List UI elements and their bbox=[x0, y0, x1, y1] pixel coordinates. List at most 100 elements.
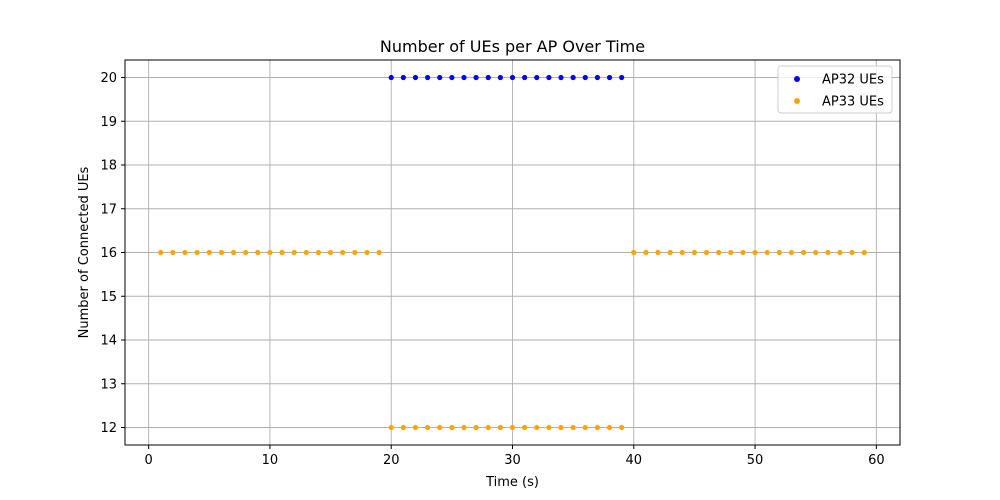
data-point-ap33-ues bbox=[194, 249, 200, 256]
x-axis-label: Time (s) bbox=[485, 475, 539, 490]
x-tick-label: 60 bbox=[868, 453, 885, 468]
data-point-ap33-ues bbox=[582, 424, 588, 431]
data-point-ap33-ues bbox=[497, 424, 503, 431]
data-point-ap32-ues bbox=[388, 74, 394, 81]
data-point-ap33-ues bbox=[291, 249, 297, 256]
data-point-ap33-ues bbox=[340, 249, 346, 256]
data-point-ap33-ues bbox=[352, 249, 358, 256]
data-point-ap33-ues bbox=[376, 249, 382, 256]
data-point-ap33-ues bbox=[461, 424, 467, 431]
legend: AP32 UEs AP33 UEs bbox=[777, 65, 893, 114]
x-tick-label: 50 bbox=[747, 453, 764, 468]
data-point-ap33-ues bbox=[740, 249, 746, 256]
data-points bbox=[158, 74, 867, 431]
data-point-ap32-ues bbox=[558, 74, 564, 81]
legend-box bbox=[777, 65, 893, 114]
data-point-ap33-ues bbox=[728, 249, 734, 256]
data-point-ap33-ues bbox=[546, 424, 552, 431]
data-point-ap33-ues bbox=[776, 249, 782, 256]
data-point-ap33-ues bbox=[594, 424, 600, 431]
chart-title: Number of UEs per AP Over Time bbox=[380, 37, 645, 56]
data-point-ap32-ues bbox=[437, 74, 443, 81]
y-tick-label: 15 bbox=[100, 290, 117, 305]
legend-label-ap32: AP32 UEs bbox=[822, 73, 884, 88]
grid-lines bbox=[125, 60, 900, 445]
data-point-ap33-ues bbox=[679, 249, 685, 256]
data-point-ap32-ues bbox=[522, 74, 528, 81]
data-point-ap33-ues bbox=[388, 424, 394, 431]
data-point-ap33-ues bbox=[788, 249, 795, 256]
y-axis-ticks: 12 13 14 15 16 17 18 19 20 bbox=[100, 71, 125, 436]
data-point-ap33-ues bbox=[315, 249, 322, 256]
data-point-ap33-ues bbox=[267, 249, 273, 256]
data-point-ap33-ues bbox=[449, 424, 455, 431]
data-point-ap32-ues bbox=[485, 74, 491, 81]
data-point-ap33-ues bbox=[400, 424, 406, 431]
y-tick-label: 17 bbox=[100, 202, 117, 217]
data-point-ap33-ues bbox=[182, 249, 188, 256]
x-tick-label: 30 bbox=[504, 453, 521, 468]
data-point-ap33-ues bbox=[691, 249, 698, 256]
data-point-ap33-ues bbox=[158, 249, 164, 256]
data-point-ap32-ues bbox=[570, 74, 576, 81]
data-point-ap33-ues bbox=[255, 249, 261, 256]
data-point-ap33-ues bbox=[643, 249, 649, 256]
data-point-ap32-ues bbox=[449, 74, 455, 81]
data-point-ap33-ues bbox=[473, 424, 479, 431]
data-point-ap33-ues bbox=[534, 424, 540, 431]
y-tick-label: 13 bbox=[100, 377, 117, 392]
data-point-ap33-ues bbox=[849, 249, 855, 256]
data-point-ap33-ues bbox=[813, 249, 819, 256]
data-point-ap32-ues bbox=[546, 74, 552, 81]
data-point-ap33-ues bbox=[509, 424, 516, 431]
data-point-ap33-ues bbox=[764, 249, 770, 256]
data-point-ap33-ues bbox=[522, 424, 528, 431]
y-axis-label: Number of Connected UEs bbox=[77, 166, 92, 338]
legend-marker-ap32 bbox=[794, 76, 800, 82]
data-point-ap33-ues bbox=[716, 249, 722, 256]
data-point-ap32-ues bbox=[400, 74, 406, 81]
y-tick-label: 18 bbox=[100, 159, 117, 174]
data-point-ap33-ues bbox=[570, 424, 576, 431]
data-point-ap33-ues bbox=[170, 249, 176, 256]
y-tick-label: 19 bbox=[100, 115, 117, 130]
x-tick-label: 0 bbox=[145, 453, 153, 468]
data-point-ap33-ues bbox=[437, 424, 443, 431]
data-point-ap32-ues bbox=[473, 74, 479, 81]
data-point-ap33-ues bbox=[364, 249, 370, 256]
data-point-ap32-ues bbox=[594, 74, 600, 81]
plot-frame bbox=[124, 59, 901, 446]
data-point-ap33-ues bbox=[861, 249, 867, 256]
data-point-ap33-ues bbox=[243, 249, 249, 256]
y-tick-label: 12 bbox=[100, 421, 117, 436]
x-tick-label: 40 bbox=[626, 453, 643, 468]
data-point-ap32-ues bbox=[606, 74, 613, 81]
data-point-ap33-ues bbox=[303, 249, 309, 256]
data-point-ap33-ues bbox=[655, 249, 661, 256]
data-point-ap33-ues bbox=[752, 249, 758, 256]
data-point-ap33-ues bbox=[279, 249, 285, 256]
data-point-ap33-ues bbox=[631, 249, 637, 256]
data-point-ap33-ues bbox=[606, 424, 613, 431]
x-tick-label: 20 bbox=[383, 453, 400, 468]
data-point-ap32-ues bbox=[619, 74, 625, 81]
data-point-ap33-ues bbox=[703, 249, 710, 256]
x-tick-label: 10 bbox=[262, 453, 279, 468]
data-point-ap33-ues bbox=[412, 424, 419, 431]
data-point-ap32-ues bbox=[534, 74, 540, 81]
data-point-ap33-ues bbox=[667, 249, 673, 256]
legend-label-ap33: AP33 UEs bbox=[822, 95, 884, 110]
data-point-ap32-ues bbox=[497, 74, 503, 81]
y-tick-label: 14 bbox=[100, 334, 117, 349]
data-point-ap33-ues bbox=[825, 249, 831, 256]
data-point-ap33-ues bbox=[206, 249, 212, 256]
legend-marker-ap33 bbox=[794, 98, 800, 104]
data-point-ap33-ues bbox=[218, 249, 225, 256]
data-point-ap33-ues bbox=[558, 424, 564, 431]
data-point-ap32-ues bbox=[461, 74, 467, 81]
data-point-ap33-ues bbox=[230, 249, 237, 256]
data-point-ap33-ues bbox=[425, 424, 431, 431]
data-point-ap33-ues bbox=[485, 424, 491, 431]
data-point-ap33-ues bbox=[800, 249, 807, 256]
